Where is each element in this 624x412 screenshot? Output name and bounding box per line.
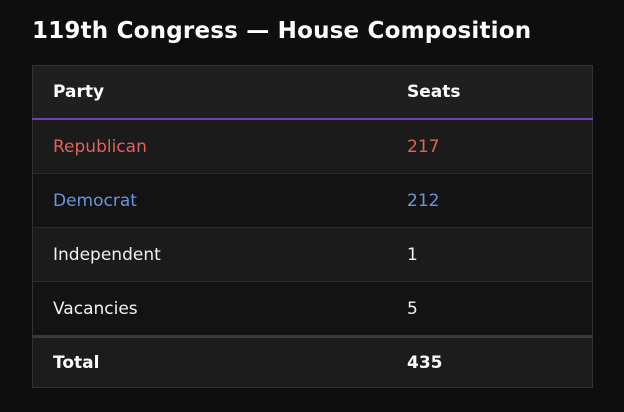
table-row: Vacancies 5 xyxy=(32,281,593,337)
seats-cell: 1 xyxy=(387,227,593,282)
table-header: Party Seats xyxy=(32,65,593,120)
header-cell: Seats xyxy=(387,65,593,120)
seats-cell: 212 xyxy=(387,173,593,228)
table-row: Independent 1 xyxy=(32,227,593,282)
party-cell: Vacancies xyxy=(32,281,387,337)
party-cell: Independent xyxy=(32,227,387,282)
table-row: Republican 217 xyxy=(32,119,593,174)
total-label: Total xyxy=(32,335,387,388)
party-cell: Democrat xyxy=(32,173,387,228)
table-footer: Total 435 xyxy=(32,335,593,388)
header-row: Party Seats xyxy=(32,65,593,120)
table-body: Republican 217 Democrat 212 Independent 1 Vaca… xyxy=(32,119,593,337)
seats-cell: 217 xyxy=(387,119,593,174)
composition-table: Party Seats Republican 217 Democrat 212 Inde… xyxy=(32,65,593,388)
total-row: Total 435 xyxy=(32,335,593,388)
party-cell: Republican xyxy=(32,119,387,174)
header-cell: Party xyxy=(32,65,387,120)
table-row: Democrat 212 xyxy=(32,173,593,228)
page-title: 119th Congress — House Composition xyxy=(32,18,532,44)
seats-cell: 5 xyxy=(387,281,593,337)
total-value: 435 xyxy=(387,335,593,388)
